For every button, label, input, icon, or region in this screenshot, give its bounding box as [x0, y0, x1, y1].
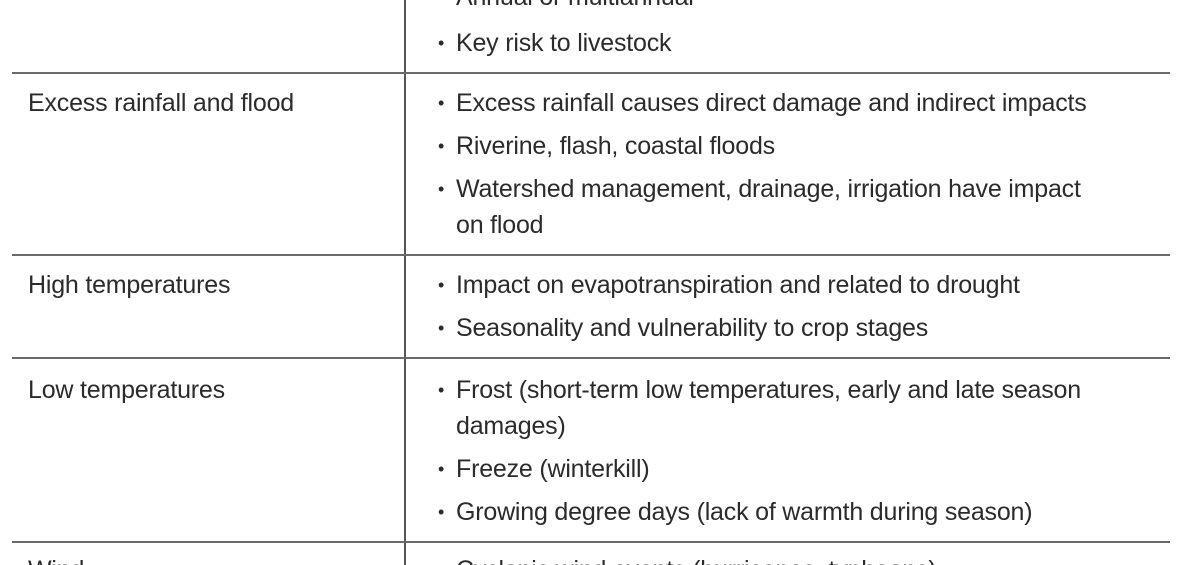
bullet-icon: •: [438, 33, 445, 53]
list-item: • Seasonality and vulnerability to crop s…: [438, 309, 928, 350]
list-item: • Excess rainfall causes direct damage an…: [438, 84, 1087, 125]
bullet-icon: •: [438, 318, 445, 338]
bullet-icon: •: [438, 0, 456, 17]
hazard-label: Excess rainfall and flood: [28, 89, 294, 117]
list-item: •Cyclonic wind events (hurricanes, typho…: [438, 551, 937, 565]
list-item: • Growing degree days (lack of warmth dur…: [438, 493, 1033, 534]
list-item: • Key risk to livestock: [438, 24, 672, 65]
bullet-icon: •: [438, 93, 445, 113]
bullet-icon: •: [438, 459, 445, 479]
list-item: • Riverine, flash, coastal floods: [438, 127, 775, 168]
list-item-continuation: on flood: [456, 211, 544, 239]
column-divider: [404, 0, 406, 565]
bullet-icon: •: [438, 551, 456, 565]
bullet-icon: •: [438, 179, 445, 199]
list-item-continuation: damages): [456, 412, 566, 440]
hazard-label: Wind: [28, 555, 84, 565]
hazard-label: High temperatures: [28, 271, 231, 299]
list-item: • Watershed management, drainage, irrigat…: [438, 170, 1081, 211]
list-item: • Freeze (winterkill): [438, 450, 650, 491]
row-divider: [12, 541, 1170, 543]
row-divider: [12, 357, 1170, 359]
list-item: •Annual or multiannual: [438, 0, 694, 19]
hazard-label: Low temperatures: [28, 376, 225, 404]
bullet-icon: •: [438, 380, 445, 400]
row-divider: [12, 254, 1170, 256]
row-divider: [12, 72, 1170, 74]
bullet-icon: •: [438, 502, 445, 522]
list-item: • Impact on evapotranspiration and relate…: [438, 266, 1020, 307]
bullet-icon: •: [438, 136, 445, 156]
bullet-icon: •: [438, 275, 445, 295]
list-item: • Frost (short-term low temperatures, ear…: [438, 371, 1081, 412]
